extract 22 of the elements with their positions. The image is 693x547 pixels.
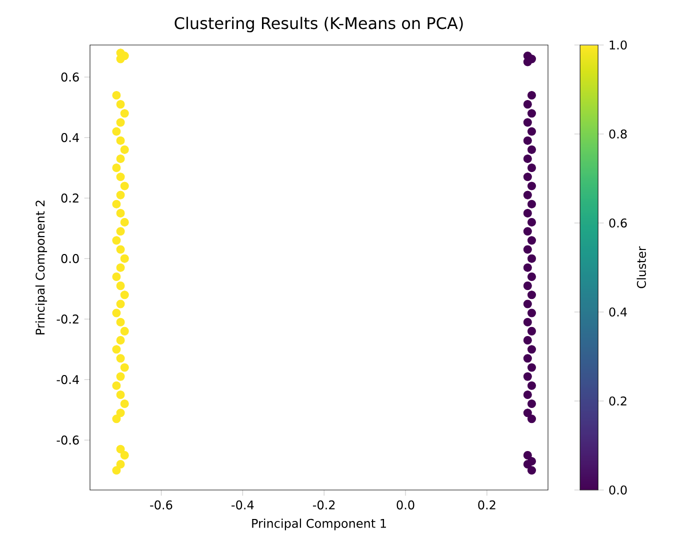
y-tick-label: 0.2 [61,194,78,203]
y-tick-label: 0.6 [61,72,79,82]
x-tick-label: -0.6 [150,500,172,510]
x-tick-label: 0.2 [478,500,496,510]
y-tick-label: -0.4 [56,375,79,384]
x-tick-label: -0.4 [232,500,254,510]
chart-title: Clustering Results (K-Means on PCA) [174,16,463,32]
y-tick-label: -0.2 [56,314,78,324]
x-axis-title: Principal Component 1 [252,518,386,530]
color-bar-label: 0.6 [609,218,627,228]
y-tick-label: 0.4 [61,133,79,142]
y-tick-label: 0.0 [61,254,79,264]
color-bar-label: 0.0 [609,485,627,495]
color-bar-label: 0.4 [609,307,627,317]
y-axis-title: Principal Component 2 [35,200,48,334]
x-tick-label: 0.0 [396,500,414,510]
x-tick-label: -0.2 [312,500,335,510]
color-bar-title: Cluster [636,246,646,288]
color-bar-label: 0.2 [609,396,626,406]
color-bar-label: 1.0 [610,40,627,50]
y-tick-label: -0.6 [56,436,79,445]
color-bar-label: 0.8 [609,129,627,139]
